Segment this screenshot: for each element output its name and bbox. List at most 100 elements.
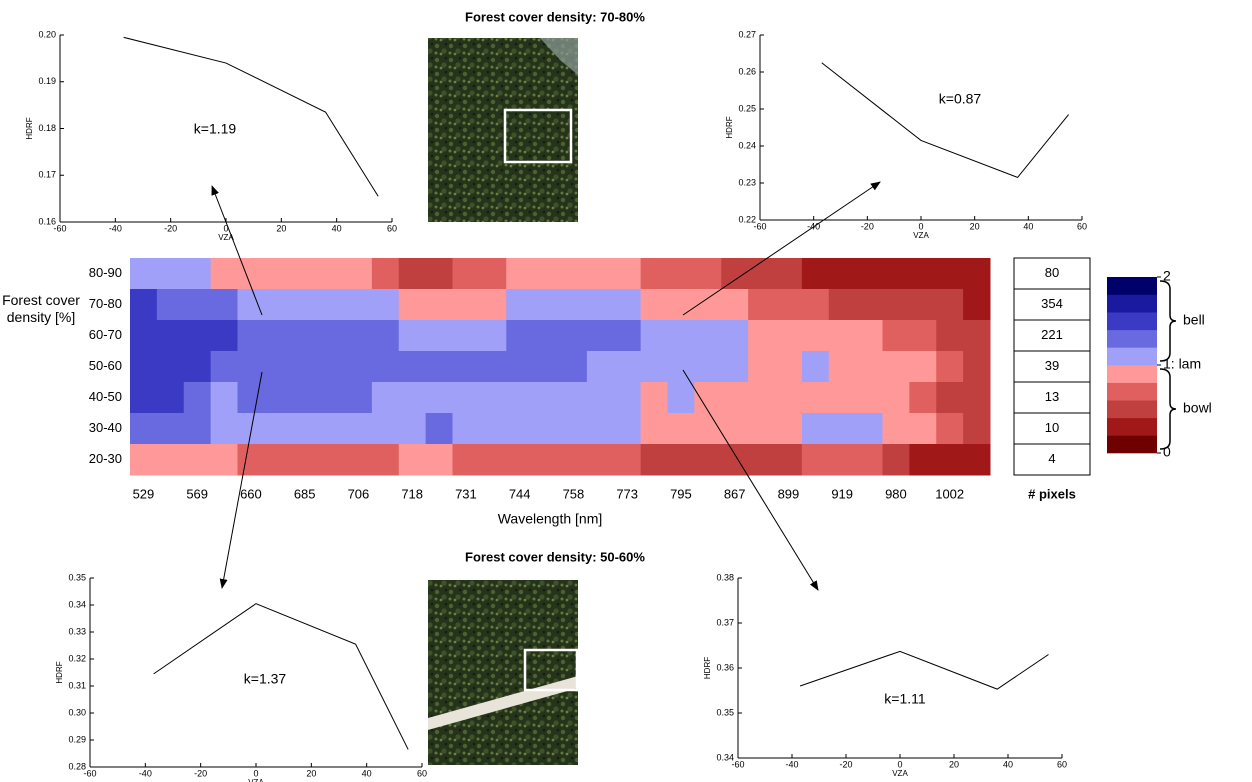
heatmap-cell [613,444,642,476]
heatmap-cell [667,382,695,414]
heatmap-cell [640,413,668,445]
heatmap-cell [398,351,427,383]
colorbar-bin [1107,400,1157,419]
x-tick-label: 980 [885,486,907,501]
heatmap-cell [345,444,373,476]
y-tick-label: 0.19 [38,76,56,86]
colorbar-bin [1107,435,1157,454]
heatmap-cell [183,382,212,414]
heatmap-cell [586,413,615,445]
heatmap-cell [479,382,507,414]
pixel-count: 221 [1041,327,1063,342]
x-tick-label: 0 [897,759,902,769]
heatmap-cell [130,444,158,476]
heatmap-cell [264,289,292,321]
line-series [799,650,1049,690]
heatmap-cell [560,258,588,290]
heatmap-cell [586,444,615,476]
x-tick-label: 20 [970,221,980,231]
x-tick-label: -40 [139,768,152,778]
heatmap-cell [183,351,212,383]
plot-area [60,35,392,222]
y-tick-label: 0.17 [38,170,56,180]
x-tick-label: -20 [164,223,177,233]
heatmap-cell [963,289,991,321]
heatmap-cell [318,413,346,445]
heatmap-cell [882,444,910,476]
heatmap-cell [318,289,346,321]
heatmap-cell [667,351,695,383]
arrows [211,181,881,591]
heatmap-cell [425,444,453,476]
heatmap-cell [506,258,534,290]
annotation: k=0.87 [939,91,982,107]
y-tick-label: 0.27 [738,29,756,39]
x-tick-label: 40 [362,768,372,778]
photo-clearing [540,38,578,75]
heatmap-cell [425,320,453,352]
heatmap-cell [156,382,185,414]
heatmap-cell [667,320,695,352]
x-tick-label: 685 [294,486,316,501]
heatmap-cell [855,382,883,414]
heatmap-cell [291,258,319,290]
heatmap-cell [291,382,319,414]
x-tick-label: 20 [306,768,316,778]
y-tick-label: 40-50 [89,389,122,404]
x-tick-label: 40 [332,223,342,233]
heatmap-cell [183,289,212,321]
heatmap-cell [667,413,695,445]
heatmap-cell [371,289,400,321]
x-tick-label: 744 [509,486,531,501]
photo-title: Forest cover density: 70-80% [465,9,645,24]
heatmap-cell [479,320,507,352]
heatmap-cell [560,382,588,414]
heatmap-cell [909,444,937,476]
heatmap-cell [882,258,910,290]
y-tick-label: 0.37 [716,617,734,627]
heatmap-cell [130,382,158,414]
heatmap-cell [775,320,803,352]
table-cell [1013,412,1091,445]
heatmap-cell [318,351,346,383]
y-axis-label: HDRF [25,117,34,139]
heatmap-cell [398,289,427,321]
heatmap-cell [801,444,830,476]
x-tick-label: 40 [1003,759,1013,769]
annotation: k=1.11 [884,691,926,707]
x-tick-label: -40 [109,223,122,233]
heatmap-cell [909,413,937,445]
y-tick-label: 0.34 [68,599,86,609]
heatmap-cell [828,413,857,445]
arrow [219,371,263,589]
y-tick-label: 60-70 [89,327,122,342]
heatmap-cell [345,258,373,290]
heatmap-cell [936,289,964,321]
pixel-count: 354 [1041,296,1063,311]
y-tick-label: 0.26 [738,66,756,76]
heatmap-cell [667,289,695,321]
heatmap-cell [345,289,373,321]
photo [428,580,578,765]
heatmap-cell [371,413,400,445]
heatmap-cell [345,320,373,352]
y-tick-label: 0.30 [68,707,86,717]
heatmap-cell [694,444,722,476]
y-tick-label: 50-60 [89,358,122,373]
x-tick-label: 60 [387,223,397,233]
x-tick-label: 731 [455,486,477,501]
x-tick-label: -60 [53,223,66,233]
heatmap-cell [855,351,883,383]
heatmap-cell [694,413,722,445]
heatmap-cell [291,320,319,352]
heatmap-cell [882,351,910,383]
y-axis-label: HDRF [55,661,64,683]
heatmap-cell [264,258,292,290]
x-tick-label: -20 [194,768,207,778]
heatmap-cell [855,289,883,321]
x-axis-label: VZA [218,233,234,242]
heatmap-cell [452,320,480,352]
x-tick-label: -40 [785,759,798,769]
heatmap-cell [828,320,857,352]
x-tick-label: 795 [670,486,692,501]
